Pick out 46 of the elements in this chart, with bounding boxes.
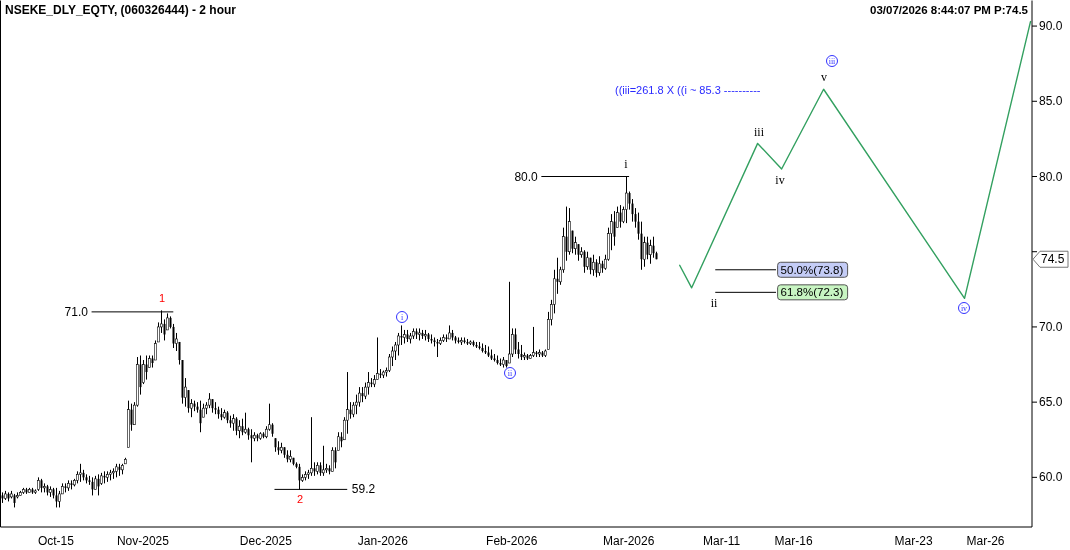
annotation: ii (710, 296, 718, 310)
candlestick (583, 249, 586, 274)
annotation: 50.0%(73.8) (780, 263, 844, 276)
annotation: i (624, 157, 629, 171)
x-tick-label: Mar-2026 (603, 534, 655, 548)
y-tick-label: 60.0 (1039, 470, 1063, 485)
annotation: 80.0 (514, 169, 539, 184)
candlestick (508, 281, 511, 364)
annotation: iv (775, 173, 785, 187)
chart-title: NSEKE_DLY_EQTY, (060326444) - 2 hour (5, 3, 237, 17)
x-tick-label: Mar-23 (894, 534, 933, 548)
candlestick (649, 239, 652, 265)
y-tick-label: 65.0 (1039, 395, 1063, 410)
y-tick-label: 80.0 (1039, 169, 1063, 184)
annotation: ((iii=261.8 X ((i ~ 85.3 ---------- (615, 84, 761, 96)
text: 74.5 (1041, 252, 1065, 267)
annotation: v (821, 70, 827, 84)
candlestick (163, 318, 166, 341)
x-tick-label: Mar-26 (966, 534, 1005, 548)
annotation: 61.8%(72.3) (780, 286, 844, 299)
x-tick-label: Mar-11 (703, 534, 741, 548)
annotation: 03/07/2026 8:44:07 PM P:74.5 (870, 4, 1029, 16)
x-tick-label: Nov-2025 (116, 534, 170, 548)
annotation: 71.0 (64, 304, 89, 319)
candlestick (595, 258, 598, 278)
annotation: 59.2 (351, 482, 376, 497)
candlestick (514, 327, 517, 355)
candlestick (613, 210, 616, 247)
x-tick-label: Feb-2026 (486, 534, 538, 548)
annotation: i (400, 313, 404, 322)
annotation: 2 (296, 493, 304, 505)
x-tick-label: Dec-2025 (239, 534, 293, 548)
x-tick-label: Jan-2026 (357, 534, 409, 548)
y-tick-label: 85.0 (1039, 94, 1063, 109)
candlestick (235, 416, 238, 436)
annotation: 1 (158, 292, 166, 304)
line-series (678, 20, 1032, 300)
x-tick-label: Mar-16 (774, 534, 813, 548)
y-tick-label: 90.0 (1039, 19, 1063, 34)
candlestick (187, 389, 190, 414)
candlestick (586, 251, 589, 271)
candlestick (646, 236, 649, 260)
x-tick-label: Oct-15 (37, 534, 75, 548)
candlestick (331, 446, 334, 472)
y-tick-label: 70.0 (1039, 319, 1063, 334)
annotation: iii (753, 125, 765, 139)
